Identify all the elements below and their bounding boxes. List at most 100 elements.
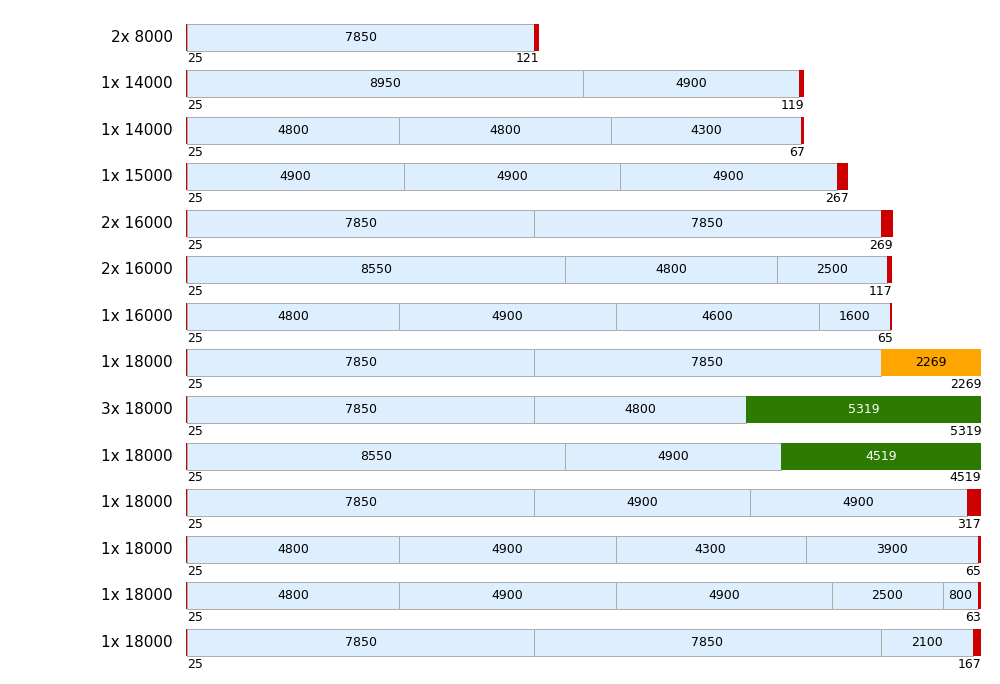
Bar — [881, 629, 973, 656]
Text: 7850: 7850 — [691, 356, 723, 369]
Bar — [832, 582, 943, 609]
Text: 4800: 4800 — [655, 263, 687, 276]
Bar — [187, 70, 583, 97]
Bar — [565, 443, 781, 469]
Text: 2500: 2500 — [816, 263, 848, 276]
Bar — [186, 350, 187, 376]
Text: 4800: 4800 — [277, 310, 309, 323]
Bar — [534, 396, 746, 423]
Text: 2x 16000: 2x 16000 — [101, 263, 173, 277]
Bar — [534, 489, 750, 516]
Text: 7850: 7850 — [345, 403, 377, 416]
Text: 3900: 3900 — [876, 542, 908, 555]
Bar — [583, 70, 799, 97]
Text: 25: 25 — [187, 239, 203, 252]
Text: 67: 67 — [789, 146, 805, 159]
Text: 25: 25 — [187, 471, 203, 484]
Bar — [534, 210, 881, 237]
Bar — [186, 23, 187, 51]
Text: 8950: 8950 — [369, 77, 401, 90]
Text: 4900: 4900 — [492, 310, 523, 323]
Text: 317: 317 — [957, 518, 981, 531]
Bar — [186, 117, 187, 144]
Text: 7850: 7850 — [345, 496, 377, 509]
Bar — [777, 256, 887, 283]
Text: 63: 63 — [965, 611, 981, 624]
Text: 25: 25 — [187, 378, 203, 391]
Text: 4900: 4900 — [496, 170, 528, 183]
Bar — [399, 536, 616, 563]
Text: 4800: 4800 — [277, 542, 309, 555]
Text: 2269: 2269 — [915, 356, 947, 369]
Text: 5319: 5319 — [950, 425, 981, 438]
Text: 1x 14000: 1x 14000 — [101, 122, 173, 137]
Text: 25: 25 — [187, 425, 203, 438]
Bar — [187, 582, 399, 609]
Text: 25: 25 — [187, 611, 203, 624]
Text: 1x 16000: 1x 16000 — [101, 309, 173, 324]
Bar — [799, 70, 804, 97]
Text: 4900: 4900 — [492, 542, 523, 555]
Text: 4900: 4900 — [657, 449, 689, 462]
Text: 65: 65 — [877, 332, 893, 345]
Bar — [186, 163, 187, 190]
Bar — [890, 303, 892, 330]
Text: 2500: 2500 — [871, 589, 903, 602]
Bar — [746, 396, 981, 423]
Text: 1x 18000: 1x 18000 — [101, 495, 173, 510]
Bar — [187, 536, 399, 563]
Text: 4300: 4300 — [690, 124, 722, 137]
Text: 25: 25 — [187, 518, 203, 531]
Text: 4800: 4800 — [277, 589, 309, 602]
Bar — [186, 210, 187, 237]
Bar — [186, 256, 187, 283]
Text: 7850: 7850 — [345, 356, 377, 369]
Text: 2100: 2100 — [911, 635, 943, 648]
Bar — [186, 443, 187, 469]
Text: 7850: 7850 — [691, 635, 723, 648]
Bar — [534, 23, 539, 51]
Text: 1x 15000: 1x 15000 — [101, 169, 173, 184]
Bar — [781, 443, 981, 469]
Bar — [186, 536, 187, 563]
Bar — [187, 350, 534, 376]
Bar — [616, 303, 819, 330]
Bar — [978, 582, 981, 609]
Text: 4900: 4900 — [708, 589, 740, 602]
Text: 4800: 4800 — [489, 124, 521, 137]
Text: 2269: 2269 — [950, 378, 981, 391]
Bar — [565, 256, 777, 283]
Bar — [801, 117, 804, 144]
Text: 4900: 4900 — [843, 496, 874, 509]
Text: 1x 18000: 1x 18000 — [101, 449, 173, 464]
Text: 121: 121 — [516, 53, 540, 66]
Bar — [973, 629, 981, 656]
Bar — [806, 536, 978, 563]
Bar — [750, 489, 967, 516]
Bar — [399, 303, 616, 330]
Text: 4519: 4519 — [950, 471, 981, 484]
Bar — [187, 629, 534, 656]
Bar — [187, 443, 565, 469]
Text: 1x 18000: 1x 18000 — [101, 542, 173, 557]
Text: 1x 18000: 1x 18000 — [101, 635, 173, 650]
Text: 119: 119 — [781, 99, 805, 112]
Bar — [534, 350, 881, 376]
Bar — [187, 210, 534, 237]
Bar — [978, 536, 981, 563]
Text: 3x 18000: 3x 18000 — [101, 402, 173, 417]
Text: 4900: 4900 — [675, 77, 707, 90]
Bar — [616, 536, 806, 563]
Text: 4800: 4800 — [624, 403, 656, 416]
Bar — [534, 629, 881, 656]
Text: 1x 18000: 1x 18000 — [101, 588, 173, 603]
Text: 4800: 4800 — [277, 124, 309, 137]
Text: 25: 25 — [187, 657, 203, 670]
Bar — [186, 303, 187, 330]
Bar — [187, 256, 565, 283]
Bar — [404, 163, 620, 190]
Bar — [186, 489, 187, 516]
Bar — [881, 350, 981, 376]
Bar — [187, 489, 534, 516]
Text: 167: 167 — [957, 657, 981, 670]
